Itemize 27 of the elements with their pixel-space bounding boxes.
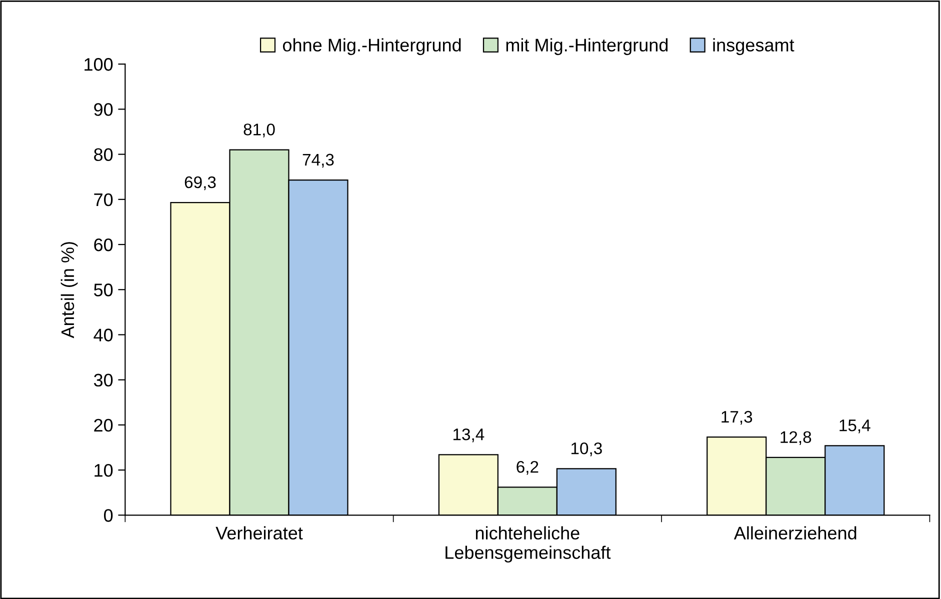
y-tick-label: 70 [94, 193, 113, 206]
y-tick-label: 40 [94, 328, 113, 342]
data-label: 10,3 [571, 442, 602, 456]
legend-label: insgesamt [713, 38, 794, 56]
data-label: 13,4 [453, 428, 484, 442]
x-tick-label: nichteheliche Lebensgemeinschaft [446, 526, 611, 563]
y-tick-label: 0 [104, 509, 113, 522]
y-tick-label: 80 [94, 148, 113, 162]
data-label: 6,2 [516, 460, 538, 475]
data-label: 12,8 [780, 431, 812, 445]
y-tick-label: 100 [84, 58, 113, 71]
y-tick-label: 20 [94, 418, 113, 432]
legend-label: mit Mig.-Hintergrund [506, 38, 668, 56]
y-tick-label: 10 [94, 464, 113, 477]
y-tick-label: 60 [94, 238, 113, 252]
data-label: 69,3 [184, 176, 216, 190]
legend-label: ohne Mig.-Hintergrund [282, 38, 461, 56]
x-tick-label: Verheiratet [216, 526, 303, 540]
data-label: 17,3 [722, 410, 752, 425]
data-label: 15,4 [840, 420, 870, 434]
x-tick-label: Alleinerziehend [734, 526, 856, 540]
y-tick-label: 30 [94, 374, 113, 387]
data-label: 81,0 [244, 124, 275, 138]
y-axis-title: Anteil (in %) [60, 242, 78, 338]
y-tick-label: 90 [94, 103, 113, 116]
y-tick-label: 50 [94, 284, 113, 296]
data-label: 74,3 [302, 154, 334, 168]
